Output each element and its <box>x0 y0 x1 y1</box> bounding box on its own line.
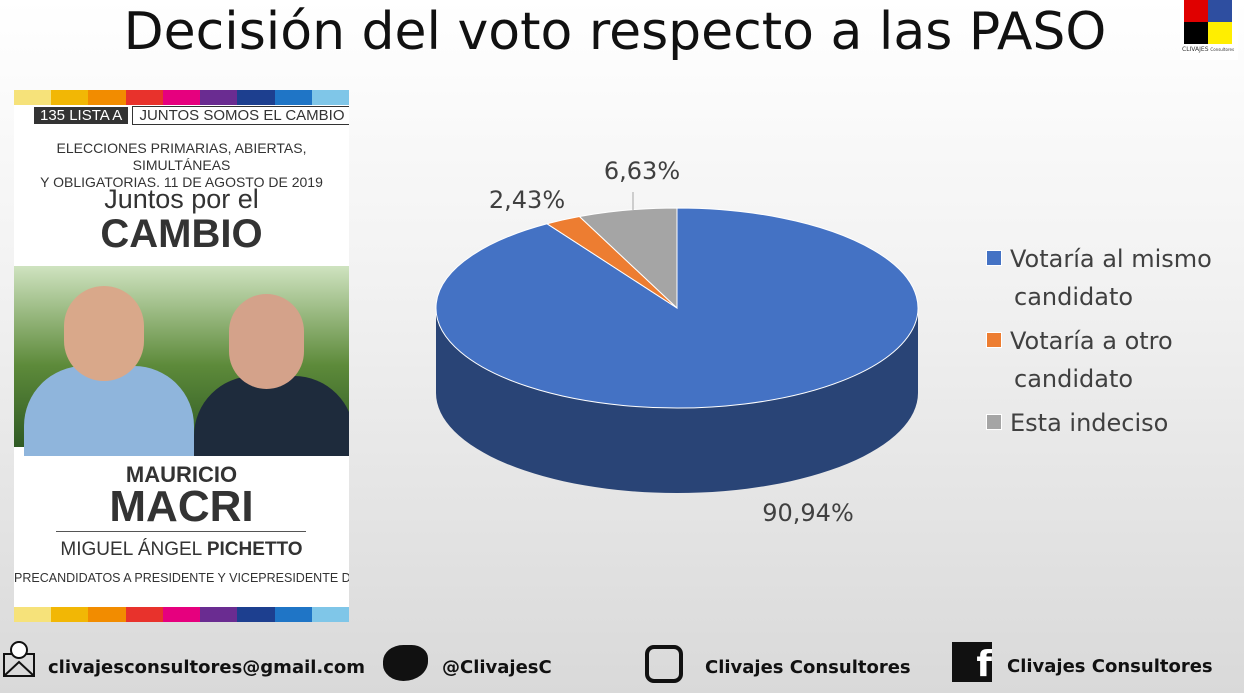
email-icon <box>0 640 38 680</box>
party-main: CAMBIO <box>100 212 263 256</box>
legend-swatch <box>986 250 1002 266</box>
footer-twitter: @ClivajesC <box>442 657 552 678</box>
pie-slice <box>578 207 678 310</box>
legend-swatch <box>986 332 1002 348</box>
list-name: JUNTOS SOMOS EL CAMBIO <box>132 106 349 125</box>
vice-first-name: MIGUEL ÁNGEL <box>60 539 202 560</box>
logo: CLIVAJES Consultores <box>1180 0 1238 60</box>
ballot-image: 135 LISTA A JUNTOS SOMOS EL CAMBIO ELECC… <box>14 90 349 622</box>
facebook-icon: f <box>952 642 992 682</box>
footer-email: clivajesconsultores@gmail.com <box>48 657 366 678</box>
twitter-icon <box>383 645 428 681</box>
candidate-last-name: MACRI <box>109 482 254 531</box>
legend-swatch <box>986 414 1002 430</box>
ballot-footer: PRECANDIDATOS A PRESIDENTE Y VICEPRESIDE… <box>14 571 349 585</box>
election-line: ELECCIONES PRIMARIAS, ABIERTAS, SIMULTÁN… <box>56 140 307 173</box>
legend-entry: Votaría al mismo candidato <box>986 240 1236 316</box>
footer-instagram: Clivajes Consultores <box>705 657 911 678</box>
legend-label: Votaría al mismo candidato <box>1010 245 1212 311</box>
data-label: 2,43% <box>489 186 565 214</box>
legend-label: Esta indeciso <box>1010 409 1169 437</box>
chart-title: Decisión del voto respecto a las PASO <box>123 2 1107 62</box>
election-line: Y OBLIGATORIAS. 11 DE AGOSTO DE 2019 <box>40 174 323 190</box>
party-top: Juntos por el <box>104 184 259 214</box>
instagram-icon <box>645 645 683 683</box>
data-label: 90,94% <box>762 499 854 527</box>
vice-last-name: PICHETTO <box>206 539 303 560</box>
data-label: 6,63% <box>604 157 680 185</box>
footer-facebook: Clivajes Consultores <box>1007 656 1213 677</box>
candidates-photo <box>14 266 349 456</box>
logo-subtext: Consultores <box>1210 47 1235 52</box>
candidate-first-name: MAURICIO <box>125 462 238 487</box>
slice-side <box>436 308 918 493</box>
logo-text: CLIVAJES <box>1182 46 1209 53</box>
list-number: 135 LISTA A <box>34 107 129 124</box>
legend-entry: Votaría a otro candidato <box>986 322 1236 398</box>
legend-entry: Esta indeciso <box>986 404 1236 442</box>
legend-label: Votaría a otro candidato <box>1010 327 1173 393</box>
